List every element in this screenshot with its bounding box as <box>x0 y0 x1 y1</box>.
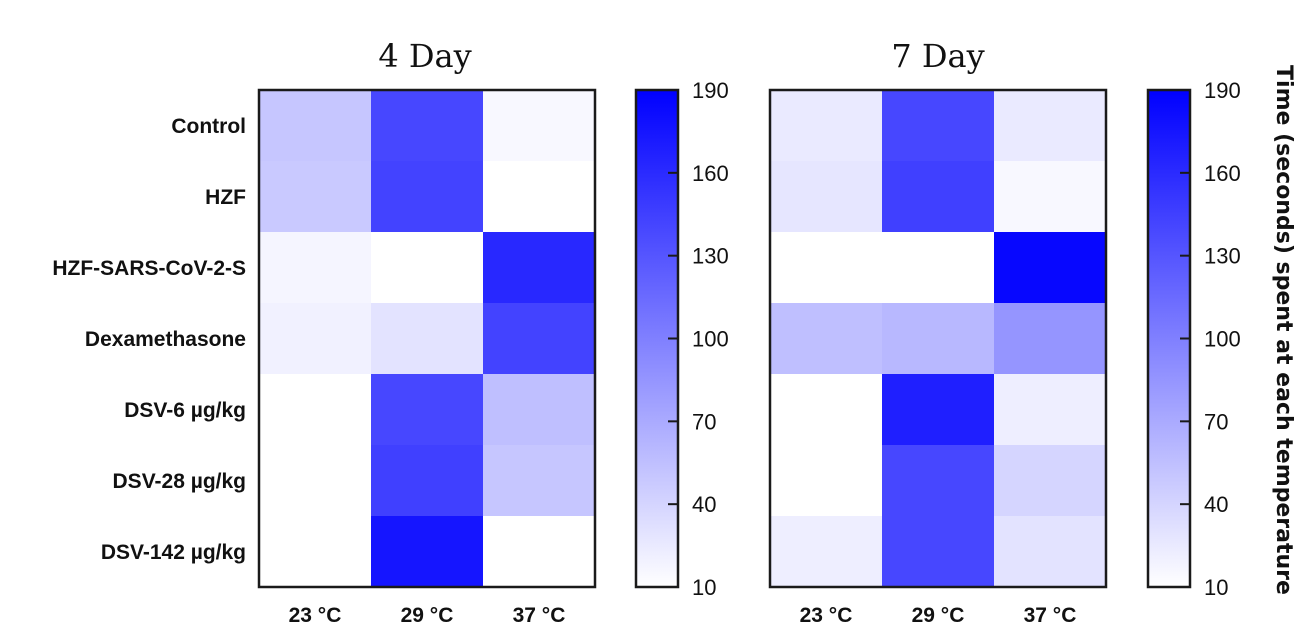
colorbar-tick-label-p1-3: 100 <box>1204 327 1241 352</box>
heatmap-cell-p1-r1-c0 <box>770 161 883 233</box>
heatmap-cell-p1-r5-c0 <box>770 445 883 517</box>
heatmap-cell-p0-r2-c0 <box>259 232 372 304</box>
heatmap-cell-p1-r0-c0 <box>770 90 883 162</box>
colorbar-title: Time (seconds) spent at each temperature <box>1271 65 1296 595</box>
colorbar-tick-label-p0-6: 190 <box>692 78 729 103</box>
heatmap-cell-p0-r3-c1 <box>371 303 484 375</box>
heatmap-cell-p0-r1-c2 <box>483 161 596 233</box>
heatmap-cell-p0-r6-c2 <box>483 516 596 588</box>
heatmap-cell-p0-r1-c0 <box>259 161 372 233</box>
heatmap-cell-p0-r3-c0 <box>259 303 372 375</box>
heatmap-cell-p1-r5-c1 <box>882 445 995 517</box>
colorbar-tick-label-p1-6: 190 <box>1204 78 1241 103</box>
col-label-37c-4day: 37 °C <box>513 604 566 627</box>
row-label-hzf-sars: HZF-SARS-CoV-2-S <box>52 257 246 280</box>
col-label-23c-7day: 23 °C <box>800 604 853 627</box>
heatmap-cell-p0-r0-c1 <box>371 90 484 162</box>
heatmap-cell-p0-r1-c1 <box>371 161 484 233</box>
heatmap-cell-p1-r3-c0 <box>770 303 883 375</box>
heatmap-cell-p1-r4-c0 <box>770 374 883 446</box>
col-label-23c-4day: 23 °C <box>289 604 342 627</box>
heatmap-cell-p0-r5-c0 <box>259 445 372 517</box>
row-label-dsv28: DSV-28 µg/kg <box>113 470 246 493</box>
heatmap-cell-p0-r4-c0 <box>259 374 372 446</box>
heatmap-cell-p1-r2-c0 <box>770 232 883 304</box>
heatmap-cells-4day <box>259 90 596 588</box>
row-labels: Control HZF HZF-SARS-CoV-2-S Dexamethaso… <box>52 115 246 564</box>
heatmap-cell-p1-r3-c1 <box>882 303 995 375</box>
heatmap-cell-p1-r6-c2 <box>994 516 1107 588</box>
row-label-hzf: HZF <box>205 186 246 209</box>
heatmap-cell-p1-r4-c1 <box>882 374 995 446</box>
heatmap-cell-p1-r2-c2 <box>994 232 1107 304</box>
colorbar-ticks-4day: 10 40 70 100 130 160 190 <box>668 78 729 600</box>
colorbar-tick-label-p1-1: 40 <box>1204 492 1228 517</box>
heatmap-cells-7day <box>770 90 1107 588</box>
heatmap-cell-p1-r4-c2 <box>994 374 1107 446</box>
colorbar-tick-label-p1-5: 160 <box>1204 161 1241 186</box>
colorbar-tick-label-p0-5: 160 <box>692 161 729 186</box>
heatmap-cell-p1-r2-c1 <box>882 232 995 304</box>
colorbar-tick-label-p0-0: 10 <box>692 575 716 600</box>
heatmap-cell-p1-r6-c0 <box>770 516 883 588</box>
heatmap-cell-p1-r1-c1 <box>882 161 995 233</box>
panel-title-4day: 4 Day <box>378 37 471 75</box>
heatmap-cell-p0-r5-c1 <box>371 445 484 517</box>
heatmap-cell-p1-r1-c2 <box>994 161 1107 233</box>
colorbar-tick-label-p0-1: 40 <box>692 492 716 517</box>
colorbar-tick-label-p1-0: 10 <box>1204 575 1228 600</box>
heatmap-cell-p0-r3-c2 <box>483 303 596 375</box>
heatmap-cell-p0-r2-c2 <box>483 232 596 304</box>
heatmap-cell-p1-r0-c1 <box>882 90 995 162</box>
colorbar-tick-label-p0-2: 70 <box>692 409 716 434</box>
colorbar-tick-label-p0-4: 130 <box>692 244 729 269</box>
heatmap-cell-p1-r3-c2 <box>994 303 1107 375</box>
heatmap-cell-p1-r5-c2 <box>994 445 1107 517</box>
heatmap-frame-4day <box>257 88 597 589</box>
heatmap-cell-p1-r6-c1 <box>882 516 995 588</box>
row-label-dexamethasone: Dexamethasone <box>85 328 246 351</box>
heatmap-cell-p0-r0-c2 <box>483 90 596 162</box>
colorbar-tick-label-p0-3: 100 <box>692 327 729 352</box>
col-label-29c-4day: 29 °C <box>401 604 454 627</box>
heatmap-cell-p0-r5-c2 <box>483 445 596 517</box>
heatmap-cell-p0-r6-c0 <box>259 516 372 588</box>
colorbar-tick-label-p1-2: 70 <box>1204 409 1228 434</box>
heatmap-cell-p0-r0-c0 <box>259 90 372 162</box>
row-label-dsv6: DSV-6 µg/kg <box>124 399 246 422</box>
col-label-37c-7day: 37 °C <box>1024 604 1077 627</box>
colorbar-ticks-7day: 10 40 70 100 130 160 190 <box>1180 78 1241 600</box>
colorbar-tick-label-p1-4: 130 <box>1204 244 1241 269</box>
col-label-29c-7day: 29 °C <box>912 604 965 627</box>
heatmap-frame-7day <box>768 88 1108 589</box>
row-label-dsv142: DSV-142 µg/kg <box>101 541 246 564</box>
heatmap-cell-p0-r2-c1 <box>371 232 484 304</box>
heatmap-cell-p0-r4-c2 <box>483 374 596 446</box>
heatmap-cell-p1-r0-c2 <box>994 90 1107 162</box>
panel-title-7day: 7 Day <box>891 37 984 75</box>
heatmap-cell-p0-r4-c1 <box>371 374 484 446</box>
heatmap-cell-p0-r6-c1 <box>371 516 484 588</box>
row-label-control: Control <box>171 115 246 138</box>
